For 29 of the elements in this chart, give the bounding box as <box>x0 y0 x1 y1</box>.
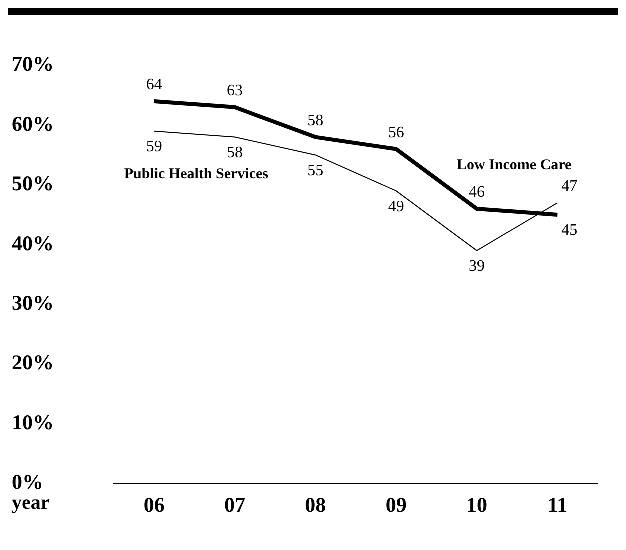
data-label: 45 <box>562 222 578 240</box>
data-label: 46 <box>469 184 485 202</box>
data-label: 58 <box>227 144 243 162</box>
x-tick-label: 09 <box>386 492 407 517</box>
data-label: 47 <box>562 178 578 196</box>
data-label: 39 <box>469 258 485 276</box>
data-label: 58 <box>308 112 324 130</box>
y-tick-label: 70% <box>12 52 54 76</box>
series-label: Public Health Services <box>124 166 269 183</box>
series-label: Low Income Care <box>457 157 572 174</box>
x-tick-label: 06 <box>144 492 165 517</box>
x-tick-label: 11 <box>548 492 568 517</box>
data-label: 59 <box>146 138 162 156</box>
y-tick-label: 0% <box>12 470 44 494</box>
y-tick-label: 20% <box>12 350 54 375</box>
data-label: 49 <box>388 198 404 216</box>
x-tick-label: 08 <box>305 492 326 517</box>
data-label: 56 <box>388 124 404 142</box>
x-tick-label: 10 <box>466 492 488 517</box>
data-label: 63 <box>227 82 243 100</box>
data-label: 55 <box>308 162 324 180</box>
y-tick-label: 30% <box>12 290 54 315</box>
x-tick-label: 07 <box>224 492 246 517</box>
data-label: 64 <box>146 76 162 94</box>
y-tick-label: 40% <box>12 231 54 256</box>
y-tick-label: 60% <box>12 112 54 136</box>
x-axis-title: year <box>12 492 50 514</box>
y-tick-label: 50% <box>12 172 54 196</box>
y-tick-label: 10% <box>12 410 54 434</box>
